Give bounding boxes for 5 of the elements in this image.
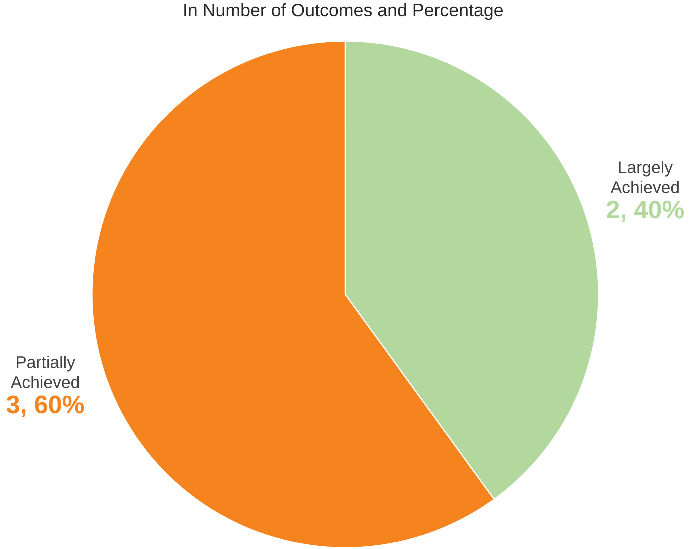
data-label: 2, 40% xyxy=(607,201,684,223)
slice-label: Largely Achieved xyxy=(610,161,679,194)
chart-title: In Number of Outcomes and Percentage xyxy=(184,4,504,20)
data-label: 3, 60% xyxy=(6,396,84,418)
slice-label: Partially Achieved xyxy=(10,356,80,389)
